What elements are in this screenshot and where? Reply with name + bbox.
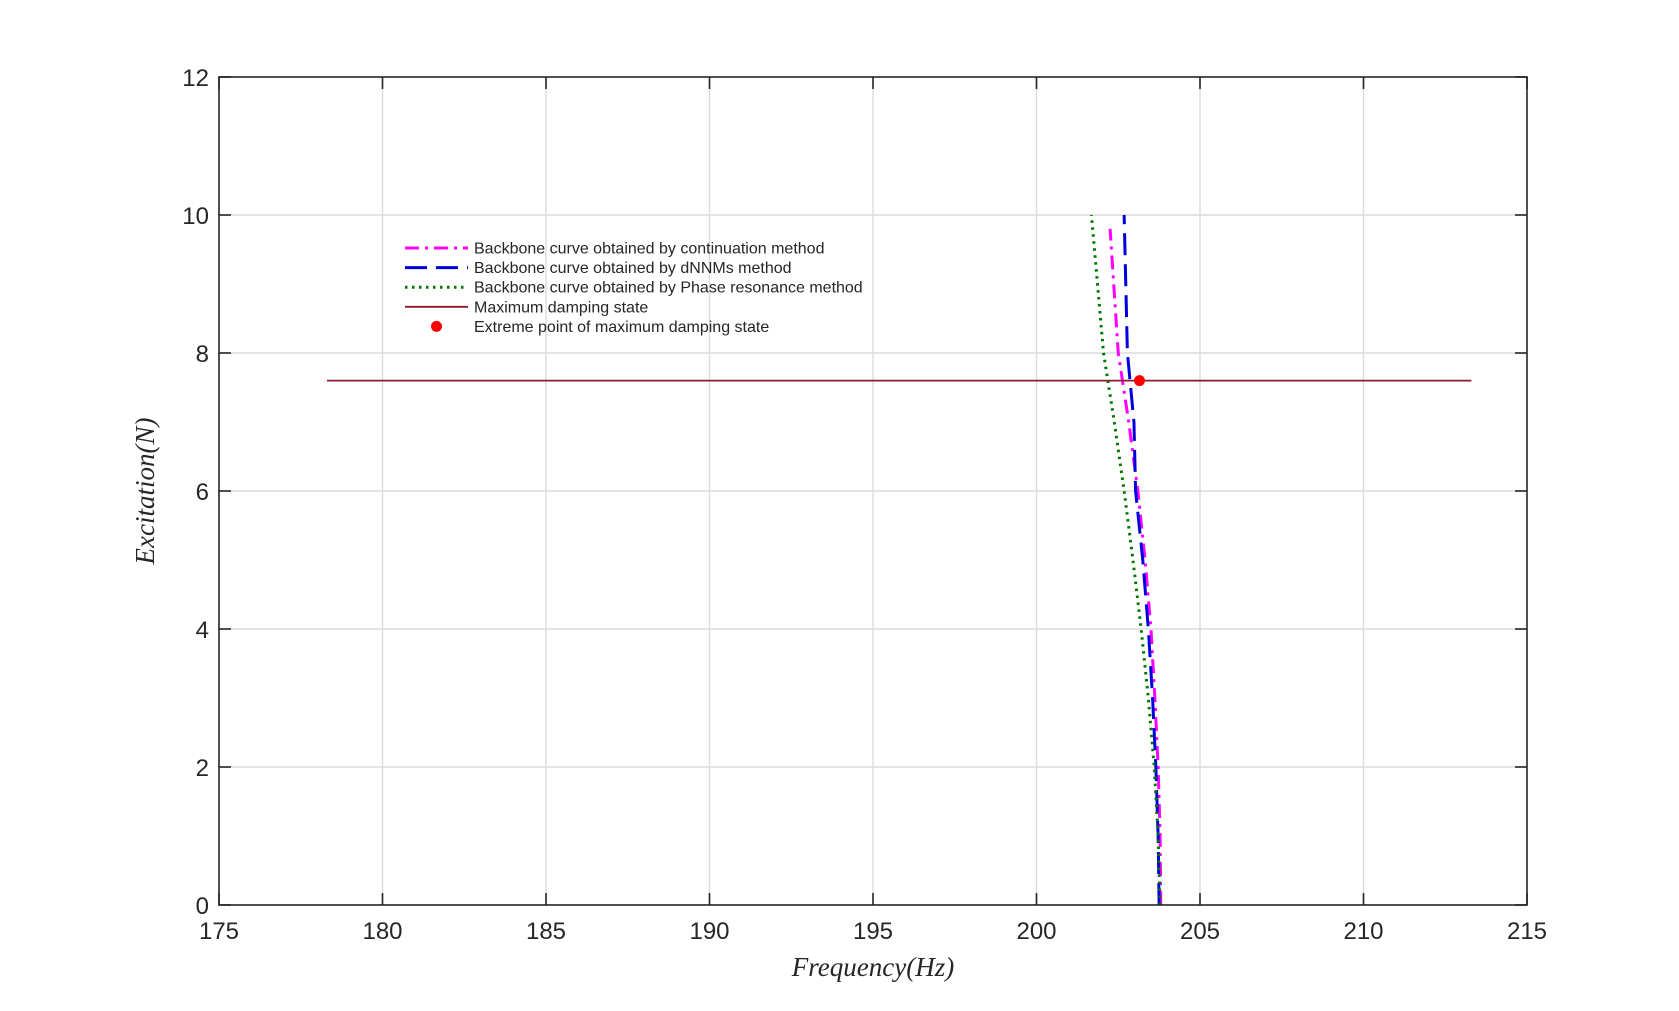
legend-label-2: Backbone curve obtained by dNNMs method xyxy=(474,260,792,277)
series-line-2 xyxy=(1122,214,1161,906)
grid xyxy=(219,77,1527,905)
legend: Backbone curve obtained by continuation … xyxy=(405,241,863,336)
legend-swatch-5 xyxy=(431,320,442,332)
x-tick-label: 195 xyxy=(853,918,893,945)
y-axis-title: Excitation(N) xyxy=(130,418,160,566)
x-tick-label: 185 xyxy=(526,918,566,945)
ticks: 175 180 185 190 195 200 205 210 215 0 2 4 6 8 10 12 xyxy=(182,65,1547,945)
y-tick-label: 10 xyxy=(182,203,209,230)
x-tick-label: 215 xyxy=(1507,918,1547,945)
x-tick-label: 210 xyxy=(1343,918,1383,945)
points-layer xyxy=(1134,375,1146,387)
x-tick-label: 200 xyxy=(1016,918,1056,945)
y-tick-label: 6 xyxy=(196,479,209,506)
legend-label-3: Backbone curve obtained by Phase resonan… xyxy=(474,280,863,297)
legend-label-4: Maximum damping state xyxy=(474,299,648,316)
y-tick-label: 2 xyxy=(196,755,209,782)
x-tick-label: 180 xyxy=(362,918,402,945)
legend-label-5: Extreme point of maximum damping state xyxy=(474,319,769,336)
series-line-3 xyxy=(1089,214,1162,906)
series-layer xyxy=(326,214,1472,906)
x-tick-label: 190 xyxy=(689,918,729,945)
x-axis-title: Frequency(Hz) xyxy=(791,952,954,982)
x-tick-label: 175 xyxy=(199,918,239,945)
x-tick-label: 205 xyxy=(1180,918,1220,945)
y-tick-label: 4 xyxy=(196,617,209,644)
extreme-point-marker xyxy=(1134,375,1146,387)
series-line-1 xyxy=(1108,228,1163,906)
legend-label-1: Backbone curve obtained by continuation … xyxy=(474,241,824,258)
y-tick-label: 12 xyxy=(182,65,209,92)
y-tick-label: 8 xyxy=(196,341,209,368)
y-tick-label: 0 xyxy=(196,893,209,920)
